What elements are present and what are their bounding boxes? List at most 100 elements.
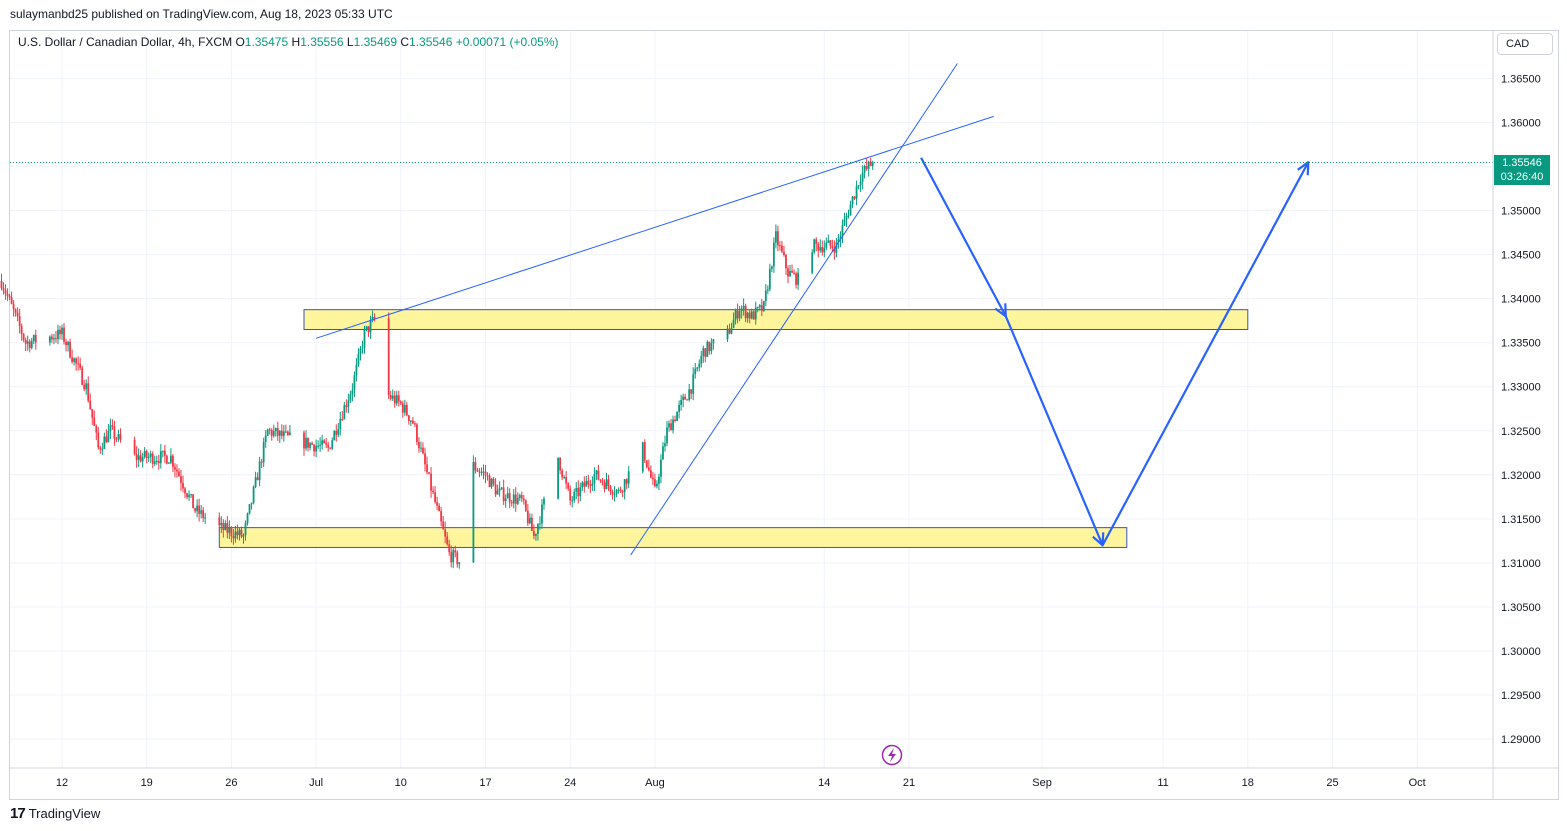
candle[interactable] xyxy=(145,449,148,464)
candle[interactable] xyxy=(609,484,612,495)
candle[interactable] xyxy=(434,486,436,504)
candle[interactable] xyxy=(260,458,263,469)
support-resistance-zone[interactable] xyxy=(303,309,1249,330)
candle[interactable] xyxy=(389,391,392,401)
candle[interactable] xyxy=(704,347,707,363)
candle[interactable] xyxy=(561,468,564,481)
candle[interactable] xyxy=(139,450,142,463)
candle[interactable] xyxy=(543,496,545,510)
candle[interactable] xyxy=(625,478,628,490)
candle[interactable] xyxy=(248,504,251,515)
candle[interactable] xyxy=(472,455,475,564)
candle[interactable] xyxy=(496,484,499,495)
candle[interactable] xyxy=(359,345,362,361)
brand-footer[interactable]: 17 TradingView xyxy=(10,805,100,822)
candle[interactable] xyxy=(744,303,747,323)
candle[interactable] xyxy=(456,550,459,568)
candle[interactable] xyxy=(254,471,257,489)
candle[interactable] xyxy=(103,432,106,450)
candle[interactable] xyxy=(178,468,180,477)
candle[interactable] xyxy=(593,467,596,492)
candle[interactable] xyxy=(734,308,737,325)
candle[interactable] xyxy=(26,335,29,351)
candle[interactable] xyxy=(414,421,416,427)
candle[interactable] xyxy=(323,439,326,444)
candle[interactable] xyxy=(664,435,666,452)
candle[interactable] xyxy=(835,237,838,258)
candle[interactable] xyxy=(18,308,21,334)
candle[interactable] xyxy=(688,383,691,402)
candle[interactable] xyxy=(65,338,67,352)
candle[interactable] xyxy=(684,393,687,400)
candle[interactable] xyxy=(155,455,158,465)
candle[interactable] xyxy=(373,313,376,322)
candle[interactable] xyxy=(436,496,438,511)
candle[interactable] xyxy=(79,357,82,370)
candle[interactable] xyxy=(284,424,287,434)
candle[interactable] xyxy=(524,499,527,513)
candle[interactable] xyxy=(319,437,322,452)
candle[interactable] xyxy=(817,241,820,258)
candle[interactable] xyxy=(569,485,572,506)
candle[interactable] xyxy=(680,394,683,411)
candle[interactable] xyxy=(537,523,539,541)
candle[interactable] xyxy=(621,489,624,497)
candle[interactable] xyxy=(666,420,668,447)
candle[interactable] xyxy=(307,437,309,452)
candle[interactable] xyxy=(736,303,739,324)
candle[interactable] xyxy=(412,417,414,425)
candle[interactable] xyxy=(432,486,434,495)
candle[interactable] xyxy=(20,323,23,341)
candle[interactable] xyxy=(645,460,648,469)
candle[interactable] xyxy=(833,240,836,260)
candle[interactable] xyxy=(656,480,658,489)
candle[interactable] xyxy=(619,486,622,493)
candle[interactable] xyxy=(224,520,227,531)
candle[interactable] xyxy=(444,521,447,544)
candle[interactable] xyxy=(438,503,441,512)
candle[interactable] xyxy=(331,437,334,451)
candle[interactable] xyxy=(730,322,733,335)
candle[interactable] xyxy=(61,324,63,340)
candle[interactable] xyxy=(258,456,261,487)
candle[interactable] xyxy=(779,241,781,251)
candle[interactable] xyxy=(184,486,186,499)
candle[interactable] xyxy=(135,446,138,468)
candle[interactable] xyxy=(252,485,255,505)
candle[interactable] xyxy=(563,475,566,480)
candle[interactable] xyxy=(401,400,404,418)
candle[interactable] xyxy=(14,308,17,317)
candle[interactable] xyxy=(597,464,600,481)
candle[interactable] xyxy=(234,525,237,543)
candle[interactable] xyxy=(159,444,162,469)
candle[interactable] xyxy=(393,390,396,408)
candle[interactable] xyxy=(165,454,168,465)
candle[interactable] xyxy=(440,506,443,527)
candle[interactable] xyxy=(430,466,432,498)
candle[interactable] xyxy=(752,309,755,320)
candle[interactable] xyxy=(244,520,247,541)
candle[interactable] xyxy=(837,234,840,249)
candle[interactable] xyxy=(274,427,277,437)
candle[interactable] xyxy=(710,338,713,355)
candle[interactable] xyxy=(278,430,281,444)
candle[interactable] xyxy=(690,388,693,400)
candle[interactable] xyxy=(533,524,535,540)
candle[interactable] xyxy=(4,284,7,300)
candle[interactable] xyxy=(557,457,559,500)
candle[interactable] xyxy=(399,400,402,405)
candle[interactable] xyxy=(575,482,578,500)
candle[interactable] xyxy=(577,480,580,504)
candle[interactable] xyxy=(268,427,271,435)
candle[interactable] xyxy=(573,488,576,504)
candle[interactable] xyxy=(315,439,317,458)
candle[interactable] xyxy=(742,298,745,316)
candle[interactable] xyxy=(28,339,31,353)
candle[interactable] xyxy=(754,301,757,325)
candle[interactable] xyxy=(678,400,680,419)
candle[interactable] xyxy=(750,308,753,320)
candle[interactable] xyxy=(504,494,507,508)
candle[interactable] xyxy=(623,478,626,500)
candle[interactable] xyxy=(674,415,676,423)
candle[interactable] xyxy=(387,312,390,400)
